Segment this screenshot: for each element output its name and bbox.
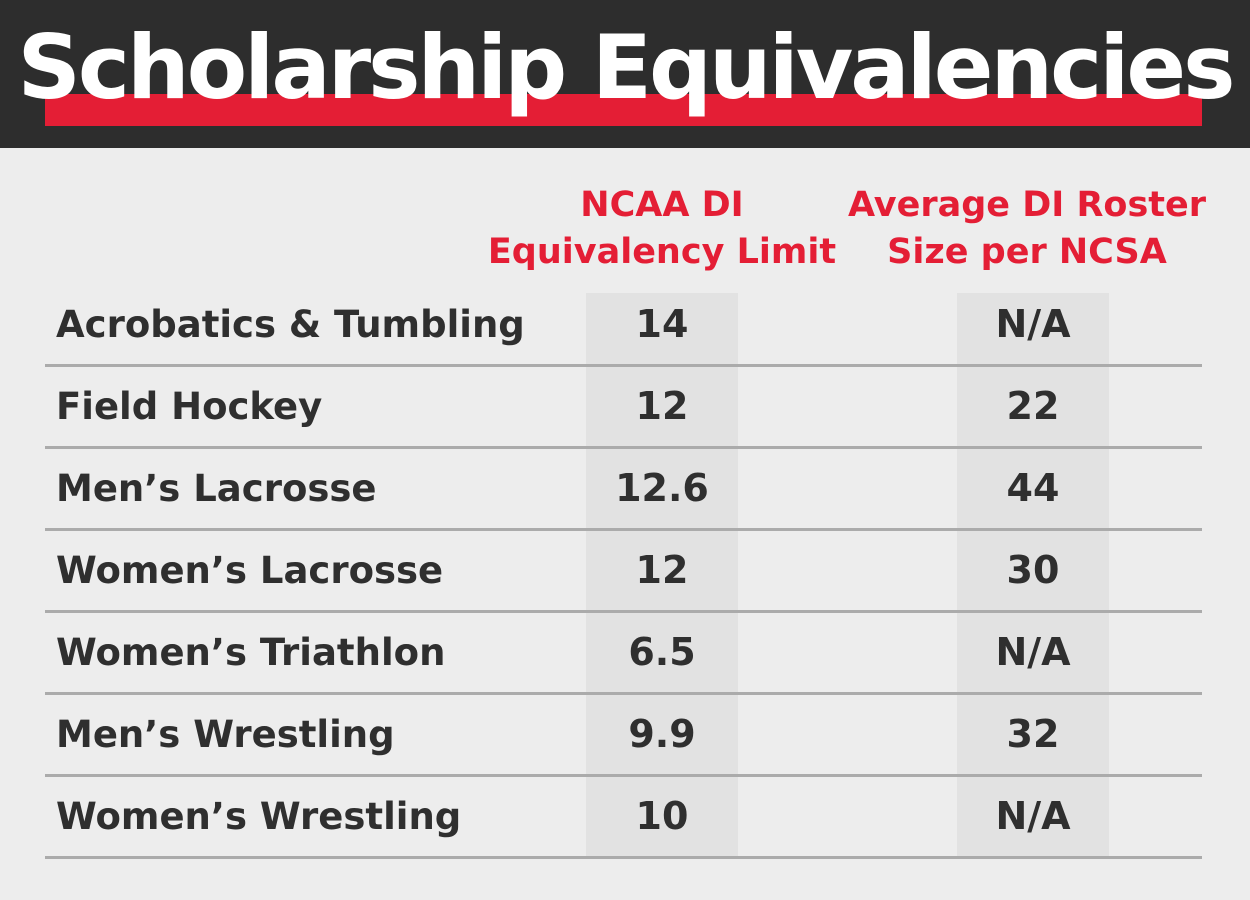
table-row: Women’s Triathlon 6.5 N/A — [45, 613, 1202, 695]
sport-label: Acrobatics & Tumbling — [56, 303, 525, 346]
sport-label: Field Hockey — [56, 385, 323, 428]
equivalency-limit-value: 14 — [635, 302, 689, 346]
equivalency-limit-value: 12 — [635, 384, 689, 428]
equivalency-limit-value: 6.5 — [628, 630, 696, 674]
roster-size-value: 44 — [1006, 466, 1060, 510]
table-row: Field Hockey 12 22 — [45, 367, 1202, 449]
equivalency-limit-value: 10 — [635, 794, 689, 838]
column-header-limit: NCAA DI Equivalency Limit — [472, 182, 852, 276]
title-banner: Scholarship Equivalencies — [0, 0, 1250, 148]
column-header-limit-line2: Equivalency Limit — [487, 232, 837, 272]
table-row: Women’s Lacrosse 12 30 — [45, 531, 1202, 613]
table-row: Acrobatics & Tumbling 14 N/A — [45, 285, 1202, 367]
equivalency-limit-value: 9.9 — [628, 712, 696, 756]
roster-size-value: 22 — [1006, 384, 1060, 428]
equivalency-limit-value: 12 — [635, 548, 689, 592]
roster-size-value: 30 — [1006, 548, 1060, 592]
table-row: Men’s Lacrosse 12.6 44 — [45, 449, 1202, 531]
column-header-roster-line1: Average DI Roster — [847, 185, 1207, 225]
sport-label: Men’s Wrestling — [56, 713, 395, 756]
roster-size-value: 32 — [1006, 712, 1060, 756]
column-header-limit-line1: NCAA DI — [580, 185, 744, 225]
sport-label: Men’s Lacrosse — [56, 467, 377, 510]
roster-size-value: N/A — [995, 302, 1071, 346]
column-header-roster: Average DI Roster Size per NCSA — [837, 182, 1217, 276]
sport-label: Women’s Wrestling — [56, 795, 462, 838]
table-row: Women’s Wrestling 10 N/A — [45, 777, 1202, 859]
equivalency-limit-value: 12.6 — [615, 466, 709, 510]
page-title: Scholarship Equivalencies — [17, 16, 1236, 119]
sport-label: Women’s Lacrosse — [56, 549, 444, 592]
roster-size-value: N/A — [995, 794, 1071, 838]
table-row: Men’s Wrestling 9.9 32 — [45, 695, 1202, 777]
roster-column-shade — [957, 293, 1109, 856]
sport-label: Women’s Triathlon — [56, 631, 446, 674]
roster-size-value: N/A — [995, 630, 1071, 674]
title-underline-bar — [45, 94, 1202, 126]
column-header-roster-line2: Size per NCSA — [887, 232, 1167, 272]
limit-column-shade — [586, 293, 738, 856]
